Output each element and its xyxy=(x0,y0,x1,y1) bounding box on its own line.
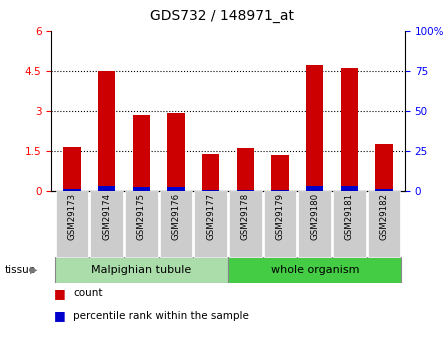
Text: GSM29178: GSM29178 xyxy=(241,193,250,240)
Text: GSM29173: GSM29173 xyxy=(68,193,77,240)
Bar xyxy=(202,190,219,191)
FancyBboxPatch shape xyxy=(228,257,401,283)
Bar xyxy=(98,71,115,191)
Text: GSM29175: GSM29175 xyxy=(137,193,146,240)
Bar xyxy=(271,190,289,191)
Text: GSM29176: GSM29176 xyxy=(171,193,181,240)
Text: GDS732 / 148971_at: GDS732 / 148971_at xyxy=(150,9,295,23)
Bar xyxy=(63,189,81,191)
Bar xyxy=(341,186,358,191)
Text: ▶: ▶ xyxy=(30,265,38,275)
Bar xyxy=(133,115,150,191)
Bar xyxy=(271,155,289,191)
Text: GSM29174: GSM29174 xyxy=(102,193,111,240)
Text: count: count xyxy=(73,288,103,298)
Bar xyxy=(341,68,358,191)
Text: GSM29180: GSM29180 xyxy=(310,193,319,240)
Bar xyxy=(63,147,81,191)
Text: GSM29182: GSM29182 xyxy=(380,193,388,240)
Bar xyxy=(167,187,185,191)
Bar xyxy=(202,154,219,191)
Bar xyxy=(133,187,150,191)
Bar xyxy=(237,148,254,191)
Text: percentile rank within the sample: percentile rank within the sample xyxy=(73,311,249,321)
Bar xyxy=(306,186,324,191)
Bar xyxy=(376,189,393,191)
Text: tissue: tissue xyxy=(4,265,36,275)
FancyBboxPatch shape xyxy=(55,257,228,283)
Text: ■: ■ xyxy=(53,287,65,300)
Text: GSM29179: GSM29179 xyxy=(275,193,285,240)
Bar xyxy=(306,65,324,191)
Bar xyxy=(167,113,185,191)
Bar xyxy=(237,190,254,191)
Bar xyxy=(98,186,115,191)
Text: GSM29181: GSM29181 xyxy=(345,193,354,240)
Text: GSM29177: GSM29177 xyxy=(206,193,215,240)
Bar xyxy=(376,144,393,191)
Text: whole organism: whole organism xyxy=(271,265,359,275)
Text: Malpighian tubule: Malpighian tubule xyxy=(91,265,191,275)
Text: ■: ■ xyxy=(53,309,65,322)
